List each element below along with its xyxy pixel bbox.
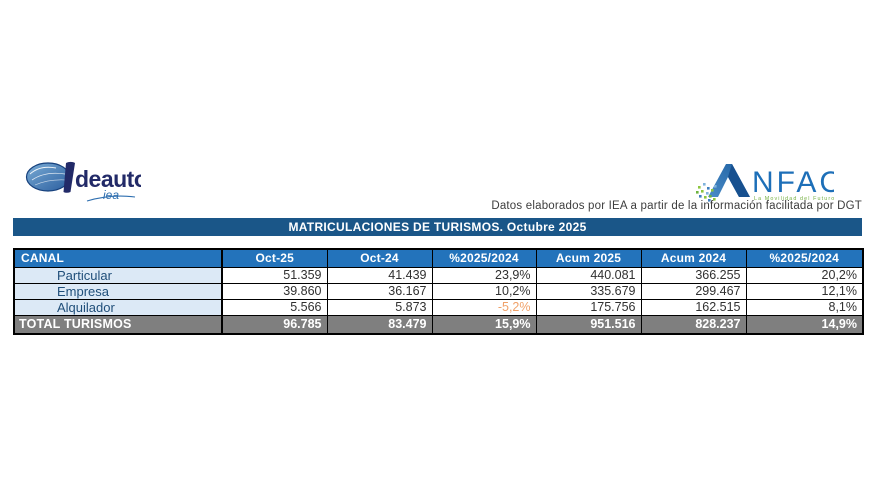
- report-title: MATRICULACIONES DE TURISMOS. Octubre 202…: [288, 220, 587, 234]
- cell-pct-month-negative: -5,2%: [431, 298, 537, 316]
- ideauto-swoosh: [86, 195, 136, 202]
- cell-pct-month: 10,2%: [431, 282, 537, 300]
- cell-acum2025: 175.756: [535, 298, 642, 316]
- ideauto-i-glyph: [63, 161, 75, 193]
- cell-oct24: 41.439: [326, 266, 433, 284]
- registrations-table-wrap: CANAL Oct-25 Oct-24 %2025/2024 Acum 2025…: [13, 248, 864, 335]
- cell-acum2024: 366.255: [640, 266, 747, 284]
- column-header-acum2025: Acum 2025: [535, 248, 642, 268]
- cell-oct25: 5.566: [221, 298, 328, 316]
- table-row-empresa: Empresa 39.860 36.167 10,2% 335.679 299.…: [13, 282, 864, 300]
- ideauto-logo-icon: deauto iea: [25, 161, 141, 202]
- anfac-wordmark: NFAC: [752, 166, 834, 199]
- column-header-oct25: Oct-25: [221, 248, 328, 268]
- report-title-bar: MATRICULACIONES DE TURISMOS. Octubre 202…: [13, 218, 862, 236]
- cell-pct-acum: 8,1%: [745, 298, 864, 316]
- cell-total-acum2024: 828.237: [640, 314, 747, 335]
- column-header-acum2024: Acum 2024: [640, 248, 747, 268]
- column-header-pct-acum: %2025/2024: [745, 248, 864, 268]
- cell-channel: Particular: [13, 266, 223, 284]
- cell-oct25: 39.860: [221, 282, 328, 300]
- table-header-row: CANAL Oct-25 Oct-24 %2025/2024 Acum 2025…: [13, 248, 864, 268]
- cell-oct24: 5.873: [326, 298, 433, 316]
- anfac-logo-icon: NFAC La Movilidad del Futuro: [696, 164, 834, 202]
- cell-acum2025: 335.679: [535, 282, 642, 300]
- column-header-oct24: Oct-24: [326, 248, 433, 268]
- cell-acum2024: 162.515: [640, 298, 747, 316]
- cell-total-oct25: 96.785: [221, 314, 328, 335]
- cell-acum2025: 440.081: [535, 266, 642, 284]
- cell-total-acum2025: 951.516: [535, 314, 642, 335]
- cell-pct-acum: 12,1%: [745, 282, 864, 300]
- ideauto-iea-script: iea: [103, 188, 119, 202]
- cell-oct24: 36.167: [326, 282, 433, 300]
- anfac-pixel-cluster-icon: [696, 183, 717, 202]
- cell-pct-acum: 20,2%: [745, 266, 864, 284]
- cell-pct-month: 23,9%: [431, 266, 537, 284]
- cell-total-label: TOTAL TURISMOS: [13, 314, 223, 335]
- table-row-alquilador: Alquilador 5.566 5.873 -5,2% 175.756 162…: [13, 298, 864, 316]
- cell-acum2024: 299.467: [640, 282, 747, 300]
- anfac-tagline: La Movilidad del Futuro: [754, 196, 834, 202]
- cell-oct25: 51.359: [221, 266, 328, 284]
- column-header-canal: CANAL: [13, 248, 223, 268]
- cell-total-oct24: 83.479: [326, 314, 433, 335]
- cell-channel: Alquilador: [13, 298, 223, 316]
- registrations-table: CANAL Oct-25 Oct-24 %2025/2024 Acum 2025…: [13, 248, 864, 335]
- ideauto-globe-icon: [25, 162, 71, 192]
- table-row-total: TOTAL TURISMOS 96.785 83.479 15,9% 951.5…: [13, 314, 864, 335]
- column-header-pct-month: %2025/2024: [431, 248, 537, 268]
- cell-total-pct-acum: 14,9%: [745, 314, 864, 335]
- cell-total-pct-month: 15,9%: [431, 314, 537, 335]
- table-row-particular: Particular 51.359 41.439 23,9% 440.081 3…: [13, 266, 864, 284]
- source-note: Datos elaborados por IEA a partir de la …: [491, 200, 862, 212]
- cell-channel: Empresa: [13, 282, 223, 300]
- anfac-a-shadow: [728, 164, 750, 197]
- ideauto-wordmark: deauto: [75, 166, 141, 192]
